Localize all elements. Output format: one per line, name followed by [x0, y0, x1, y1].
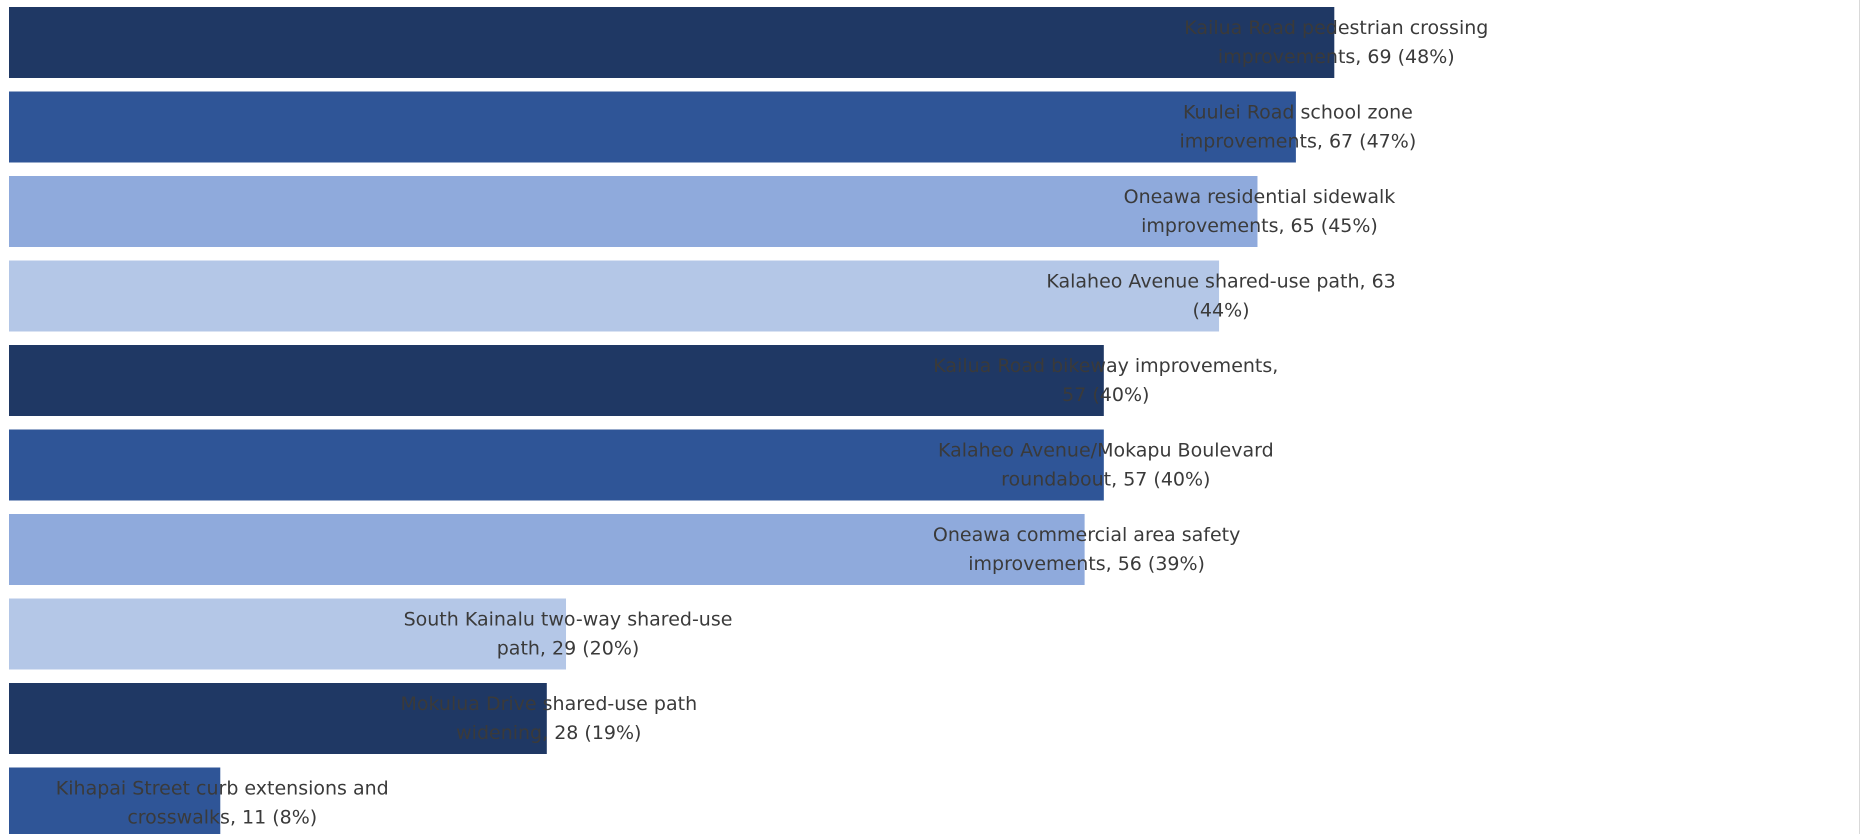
data-label-line: roundabout, 57 (40%)	[1001, 469, 1210, 491]
data-labels-group: Kailua Road pedestrian crossing improveme…	[56, 17, 1489, 829]
bars-group	[9, 7, 1335, 834]
bar-10	[9, 767, 221, 834]
data-label-line: improvements, 67 (47%)	[1180, 131, 1417, 153]
bar-7	[9, 514, 1085, 585]
data-label-line: Kailua Road bikeway improvements,	[933, 355, 1278, 377]
data-label-line: Oneawa residential sidewalk	[1124, 186, 1396, 208]
bar-4-data-label: Kalaheo Avenue shared-use path, 63 (44%)	[1046, 271, 1395, 322]
bar-6-data-label: Kalaheo Avenue/Mokapu Boulevard roundabou…	[938, 440, 1274, 491]
bar-2	[9, 91, 1296, 163]
data-label-line: path, 29 (20%)	[497, 638, 640, 660]
bar-10-data-label: Kihapai Street curb extensions and crossw…	[56, 778, 389, 829]
data-label-line: widening, 28 (19%)	[456, 722, 641, 744]
bar-9	[9, 683, 547, 754]
bar-7-data-label: Oneawa commercial area safety improvement…	[933, 524, 1240, 575]
bar-4	[9, 260, 1220, 332]
data-label-line: Oneawa commercial area safety	[933, 524, 1240, 546]
bar-5-data-label: Kailua Road bikeway improvements, 57 (40%…	[933, 355, 1278, 406]
bar-3	[9, 176, 1258, 247]
data-label-line: Kailua Road pedestrian crossing	[1184, 17, 1488, 39]
data-label-line: (44%)	[1193, 300, 1250, 322]
bar-3-data-label: Oneawa residential sidewalk improvements,…	[1124, 186, 1396, 237]
data-label-line: Kalaheo Avenue/Mokapu Boulevard	[938, 440, 1274, 462]
bar-9-data-label: Mokulua Drive shared-use path widening, 2…	[400, 693, 697, 744]
bar-8-data-label: South Kainalu two-way shared-use path, 29…	[404, 609, 733, 660]
data-label-line: Kalaheo Avenue shared-use path, 63	[1046, 271, 1395, 293]
data-label-line: 57 (40%)	[1062, 384, 1149, 406]
data-label-line: Kihapai Street curb extensions and	[56, 778, 389, 800]
data-label-line: Kuulei Road school zone	[1183, 102, 1413, 124]
bar-1-data-label: Kailua Road pedestrian crossing improveme…	[1184, 17, 1488, 68]
bar-8	[9, 598, 567, 670]
bar-1	[9, 7, 1335, 78]
data-label-line: Mokulua Drive shared-use path	[400, 693, 697, 715]
data-label-line: crosswalks, 11 (8%)	[127, 807, 317, 829]
bar-6	[9, 429, 1104, 501]
data-label-line: improvements, 65 (45%)	[1141, 215, 1378, 237]
bar-5	[9, 345, 1104, 416]
data-label-line: South Kainalu two-way shared-use	[404, 609, 733, 631]
data-label-line: improvements, 56 (39%)	[968, 553, 1205, 575]
data-label-line: improvements, 69 (48%)	[1218, 46, 1455, 68]
bar-2-data-label: Kuulei Road school zone improvements, 67 …	[1180, 102, 1417, 153]
